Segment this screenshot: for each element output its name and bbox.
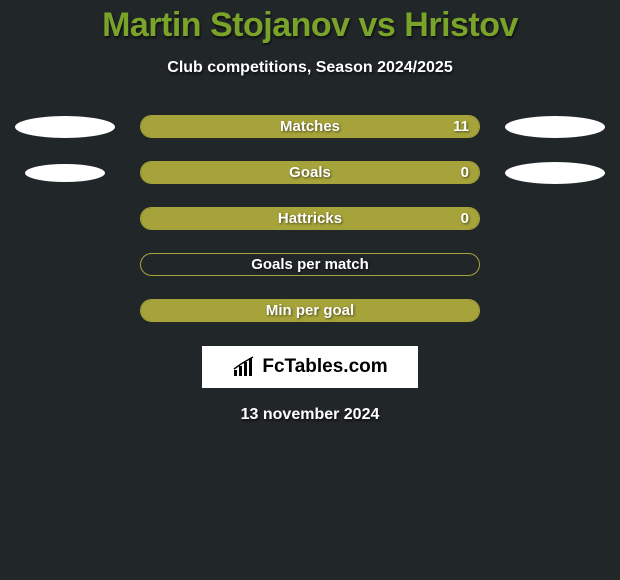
stat-rows: Matches11 Goals0 Hattricks0 Goals per match…	[0, 115, 620, 322]
stat-bar-fill	[141, 162, 479, 183]
chart-icon	[232, 356, 258, 378]
left-indicator	[10, 299, 120, 322]
stat-bar-fill	[141, 300, 479, 321]
stat-bar: Goals per match	[140, 253, 480, 276]
stat-row-matches: Matches11	[0, 115, 620, 138]
footer-date: 13 november 2024	[0, 406, 620, 424]
right-indicator	[500, 161, 610, 184]
stat-bar: Goals0	[140, 161, 480, 184]
ellipse-icon	[25, 164, 105, 182]
stat-bar: Matches11	[140, 115, 480, 138]
subtitle: Club competitions, Season 2024/2025	[0, 59, 620, 77]
ellipse-icon	[15, 116, 115, 138]
stat-row-hattricks: Hattricks0	[0, 207, 620, 230]
stat-bar-label: Goals per match	[141, 254, 479, 275]
left-indicator	[10, 207, 120, 230]
stat-bar-fill	[141, 208, 479, 229]
stat-row-min-per-goal: Min per goal	[0, 299, 620, 322]
left-indicator	[10, 253, 120, 276]
stat-bar: Hattricks0	[140, 207, 480, 230]
comparison-card: Martin Stojanov vs Hristov Club competit…	[0, 0, 620, 580]
ellipse-icon	[505, 116, 605, 138]
stat-row-goals: Goals0	[0, 161, 620, 184]
ellipse-icon	[505, 162, 605, 184]
page-title: Martin Stojanov vs Hristov	[0, 6, 620, 45]
right-indicator	[500, 299, 610, 322]
left-indicator	[10, 115, 120, 138]
left-indicator	[10, 161, 120, 184]
stat-row-goals-per-match: Goals per match	[0, 253, 620, 276]
logo-box: FcTables.com	[202, 346, 418, 388]
right-indicator	[500, 253, 610, 276]
logo-text: FcTables.com	[262, 356, 387, 378]
right-indicator	[500, 115, 610, 138]
right-indicator	[500, 207, 610, 230]
stat-bar-fill	[141, 116, 479, 137]
stat-bar: Min per goal	[140, 299, 480, 322]
